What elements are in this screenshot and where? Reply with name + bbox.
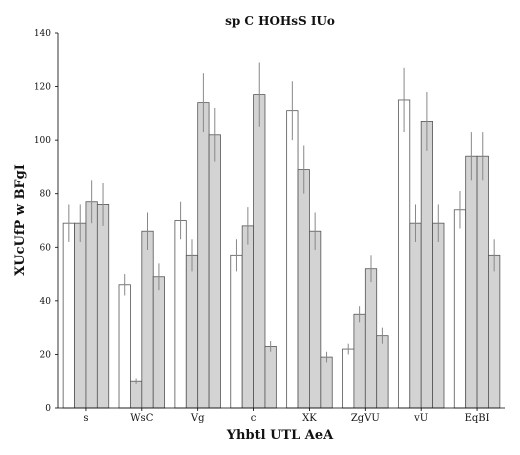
bar <box>264 345 277 409</box>
y-tick-label: 20 <box>40 350 52 360</box>
bar <box>118 284 131 409</box>
bar <box>432 222 445 409</box>
bar <box>376 335 389 409</box>
x-tick-label: Vg <box>190 413 205 424</box>
bar <box>309 230 322 409</box>
bar <box>62 222 75 409</box>
y-axis-label: XUcUfP w BFgI <box>13 164 28 276</box>
bar <box>230 254 243 409</box>
y-tick-label: 100 <box>34 136 51 146</box>
bar <box>465 155 478 409</box>
x-tick-label: s <box>83 413 88 424</box>
bar <box>152 276 166 409</box>
bar <box>342 348 355 409</box>
x-tick-label: vU <box>413 413 428 424</box>
bar <box>353 313 366 409</box>
bar <box>488 254 501 409</box>
bar <box>253 94 266 409</box>
bar <box>74 222 87 409</box>
bar <box>364 268 378 409</box>
y-tick-label: 140 <box>34 29 51 39</box>
y-tick-label: 40 <box>40 297 52 307</box>
y-tick-label: 60 <box>40 243 52 253</box>
bar <box>241 225 254 409</box>
bar <box>397 99 411 409</box>
bar <box>130 380 143 409</box>
x-tick-label: ZgVU <box>351 413 380 424</box>
y-tick-label: 120 <box>34 83 51 93</box>
bar <box>174 220 187 409</box>
plot-area: 0 20 40 60 80 100 120 140 s WsC Vg c XK ZgVU vU EqBI <box>34 29 505 424</box>
chart-title: sp C HOHsS IUo <box>225 14 335 28</box>
x-tick-label: c <box>251 413 257 424</box>
x-tick-label: XK <box>302 413 317 424</box>
bar <box>208 134 221 409</box>
x-axis-label: Yhbtl UTL AeA <box>226 428 334 443</box>
bar <box>297 169 310 409</box>
x-tick-label: WsC <box>130 413 153 424</box>
bar <box>96 204 110 409</box>
bar <box>286 110 299 409</box>
bar <box>185 254 199 409</box>
bar <box>476 155 489 409</box>
bar <box>453 209 467 409</box>
y-tick-label: 80 <box>40 190 52 200</box>
bar <box>141 230 154 409</box>
bar <box>420 120 433 409</box>
bar <box>320 356 333 409</box>
x-tick-label: EqBI <box>465 413 490 424</box>
bar <box>85 201 98 409</box>
bar <box>197 102 210 409</box>
bar <box>409 222 422 409</box>
y-tick-label: 0 <box>45 404 51 414</box>
